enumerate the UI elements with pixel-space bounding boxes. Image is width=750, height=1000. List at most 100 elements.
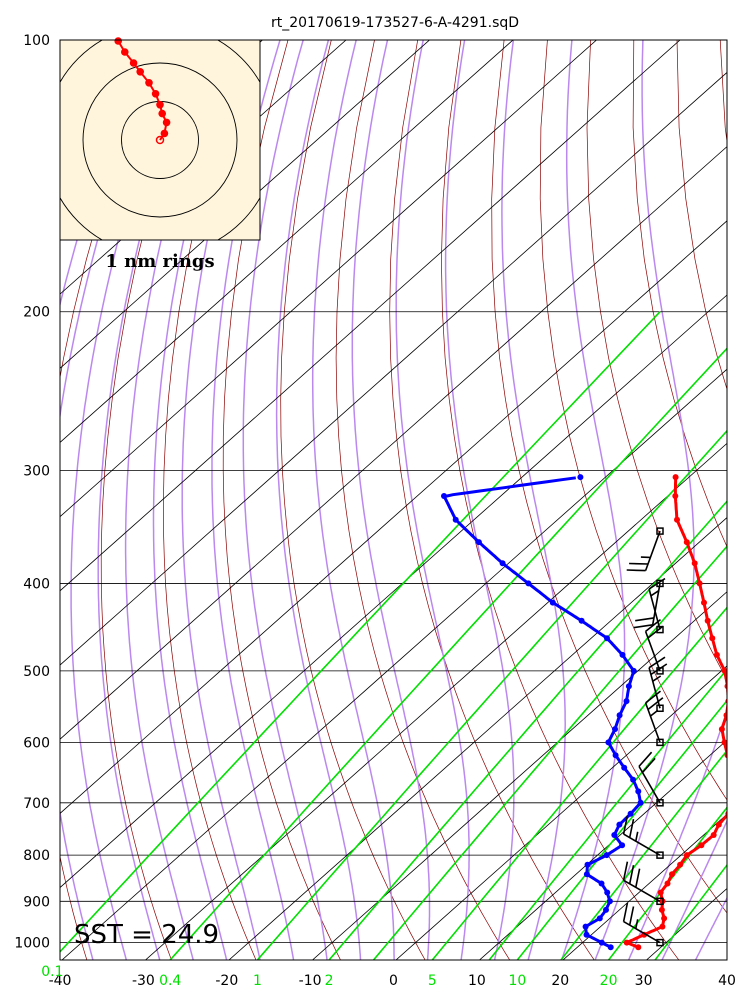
temperature-point bbox=[725, 698, 727, 704]
sst-annotation: SST = 24.9 bbox=[74, 920, 219, 950]
hodograph-ring bbox=[82, 62, 238, 218]
wind-barb-station bbox=[656, 799, 664, 807]
wind-barb-flag bbox=[628, 818, 635, 838]
isotherm-line bbox=[60, 146, 727, 740]
x-tick-label: 30 bbox=[635, 973, 653, 989]
isotherm-line bbox=[61, 368, 727, 960]
x-tick-label: -30 bbox=[132, 973, 155, 989]
y-tick-label: 200 bbox=[23, 305, 50, 321]
wind-barb-half-flag bbox=[650, 589, 660, 597]
grid-layer bbox=[60, 40, 727, 960]
temperature-point bbox=[718, 726, 725, 733]
isotherm-line bbox=[562, 813, 727, 960]
moist-adiabat bbox=[694, 896, 727, 960]
wind-barb-staff bbox=[651, 583, 661, 625]
x-tick-label: 0 bbox=[389, 973, 398, 989]
temperature-point bbox=[696, 580, 703, 587]
dry-adiabat bbox=[491, 40, 727, 914]
temperature-point bbox=[658, 906, 665, 913]
wind-barb-flag bbox=[622, 815, 629, 835]
y-tick-label: 800 bbox=[23, 848, 50, 864]
x-tick-label: 10 bbox=[468, 973, 486, 989]
moist-adiabat bbox=[97, 40, 201, 960]
moist-adiabat bbox=[152, 40, 239, 960]
hodograph-point bbox=[151, 90, 160, 98]
isotherm-line bbox=[311, 591, 727, 960]
dewpoint-point bbox=[616, 712, 623, 719]
moist-adiabat bbox=[351, 40, 431, 960]
mixing-ratio-line bbox=[488, 668, 727, 960]
profile-layer bbox=[441, 474, 736, 951]
dewpoint-point bbox=[606, 898, 613, 905]
isotherm-line bbox=[395, 665, 727, 960]
dewpoint-point bbox=[605, 739, 612, 746]
hodograph-point bbox=[155, 135, 165, 145]
temperature-profile bbox=[623, 474, 736, 951]
temperature-point bbox=[701, 599, 707, 606]
isotherm-line bbox=[60, 40, 514, 444]
mixing-ratio-label: 20 bbox=[600, 973, 618, 989]
hodograph-label: 1 nm rings bbox=[105, 251, 214, 272]
temperature-point bbox=[730, 777, 736, 783]
dewpoint-point bbox=[603, 852, 610, 859]
isotherm-line bbox=[60, 294, 727, 889]
dewpoint-point bbox=[603, 906, 609, 913]
temperature-point bbox=[723, 712, 727, 719]
temperature-point bbox=[713, 651, 720, 658]
dewpoint-point bbox=[635, 788, 642, 795]
wind-barb-flag bbox=[641, 757, 656, 774]
temperature-point bbox=[657, 889, 664, 896]
wind-barb-station bbox=[656, 667, 664, 675]
mixing-ratio-line bbox=[607, 806, 727, 960]
isotherm-line bbox=[60, 40, 431, 369]
hodograph-point bbox=[136, 68, 144, 76]
x-tick-label: -40 bbox=[49, 973, 72, 989]
dewpoint-point bbox=[619, 842, 626, 849]
isotherm-line bbox=[478, 739, 727, 960]
moist-adiabat bbox=[124, 40, 220, 960]
dewpoint-point bbox=[452, 516, 459, 523]
dewpoint-point bbox=[619, 651, 626, 658]
wind-barb-flag bbox=[626, 569, 646, 572]
y-tick-label: 600 bbox=[23, 735, 50, 751]
isotherm-line bbox=[228, 517, 727, 960]
dewpoint-point bbox=[525, 580, 532, 587]
isotherm-line bbox=[645, 887, 727, 960]
dewpoint-point bbox=[584, 861, 591, 868]
wind-barb-layer bbox=[622, 527, 668, 947]
wind-barb-flag bbox=[633, 624, 653, 629]
dewpoint-point bbox=[607, 944, 614, 951]
hodograph-point bbox=[114, 37, 122, 45]
dewpoint-point bbox=[616, 821, 623, 828]
moist-adiabat bbox=[181, 40, 261, 960]
mixing-ratio-line bbox=[516, 699, 727, 960]
wind-barb-flag bbox=[628, 865, 635, 884]
dry-adiabat bbox=[719, 40, 727, 145]
dewpoint-profile bbox=[441, 474, 644, 951]
dewpoint-point bbox=[598, 939, 605, 946]
mixing-ratio-label: 0.4 bbox=[159, 973, 181, 989]
temperature-point bbox=[724, 752, 727, 759]
temperature-point bbox=[683, 539, 690, 546]
wind-barb-staff bbox=[623, 833, 661, 856]
hodograph-point bbox=[129, 59, 138, 67]
wind-barb-flag bbox=[629, 562, 649, 565]
temperature-point bbox=[672, 474, 679, 481]
mixing-ratio-line bbox=[431, 606, 727, 960]
temperature-point bbox=[704, 617, 711, 624]
hodograph-point bbox=[145, 79, 153, 87]
temperature-point bbox=[672, 493, 679, 499]
temperature-point bbox=[721, 667, 727, 674]
wind-barb-station bbox=[656, 527, 664, 535]
y-tick-label: 500 bbox=[23, 664, 50, 680]
moist-adiabat bbox=[560, 40, 626, 960]
temperature-point bbox=[724, 683, 727, 690]
hodograph-point bbox=[121, 48, 129, 56]
wind-barb-flag bbox=[638, 751, 653, 767]
y-tick-label: 1000 bbox=[14, 936, 50, 952]
temperature-point bbox=[661, 915, 668, 922]
hodograph-inset bbox=[59, 37, 261, 241]
temperature-point bbox=[683, 852, 690, 859]
moist-adiabat bbox=[444, 40, 515, 960]
temperature-point bbox=[659, 923, 666, 930]
